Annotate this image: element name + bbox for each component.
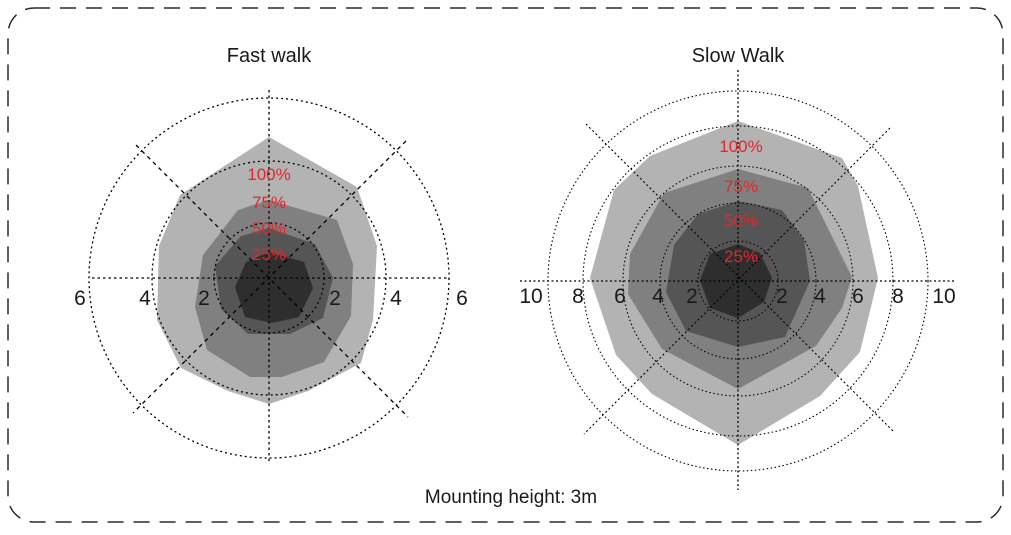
diagonal-axis-2 — [583, 127, 891, 435]
diagonal-axis-1 — [135, 144, 409, 418]
axis-tick-label: 4 — [652, 285, 664, 308]
dashed-frame — [7, 7, 1004, 523]
axis-tick-label: 8 — [572, 285, 584, 308]
axis-tick-label: 6 — [852, 285, 864, 308]
axis-tick-label: 10 — [932, 285, 955, 308]
axis-tick-label: 6 — [74, 287, 86, 310]
percent-label-100: 100% — [247, 165, 290, 184]
percent-label-50: 50% — [724, 211, 758, 230]
mounting-height-caption: Mounting height: 3m — [425, 487, 597, 508]
axis-tick-label: 4 — [390, 287, 402, 310]
axis-tick-label: 4 — [139, 287, 151, 310]
axis-tick-label: 2 — [686, 285, 698, 308]
axis-tick-label: 4 — [814, 285, 826, 308]
range-circle-6m — [88, 97, 450, 459]
axis-tick-label: 2 — [329, 287, 341, 310]
percent-label-75: 75% — [252, 193, 286, 212]
axis-tick-label: 2 — [198, 287, 210, 310]
axis-tick-label: 2 — [776, 285, 788, 308]
percent-label-25: 25% — [724, 247, 758, 266]
axis-tick-label: 10 — [519, 285, 542, 308]
zone-25-percent — [235, 252, 313, 323]
range-circle-8m — [582, 125, 894, 437]
axis-tick-label: 6 — [614, 285, 626, 308]
percent-label-100: 100% — [719, 137, 762, 156]
fast-walk-title: Fast walk — [227, 45, 312, 67]
percent-label-25: 25% — [252, 245, 286, 264]
percent-label-75: 75% — [724, 177, 758, 196]
slow-walk-title: Slow Walk — [692, 45, 786, 67]
diagonal-axis-2 — [132, 140, 407, 414]
fast-walk-diagram: Fast walk 100% 75% 50% 25% 6 4 2 2 4 6 — [74, 45, 468, 462]
axis-tick-label: 6 — [456, 287, 468, 310]
slow-walk-diagram: Slow Walk 100%75%50%25% 10 8 6 4 2 2 4 6 8 10 — [519, 45, 956, 490]
percent-label-50: 50% — [252, 219, 286, 238]
axis-tick-label: 8 — [892, 285, 904, 308]
